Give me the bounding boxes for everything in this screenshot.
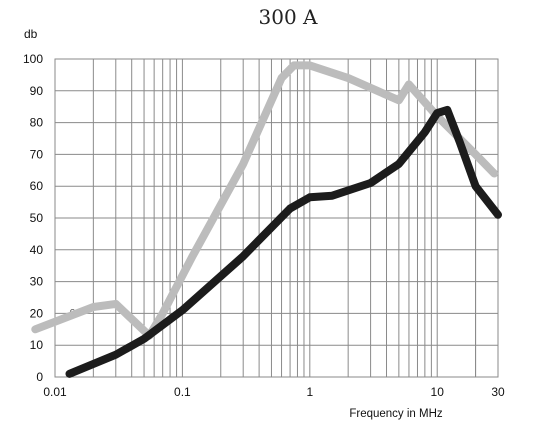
y-tick-labels: 0 10 20 30 40 50 60 70 80 90 100	[23, 52, 43, 384]
y-tick-label: 30	[30, 275, 44, 289]
x-tick-label: 10	[431, 385, 445, 399]
x-axis-label: Frequency in MHz	[349, 408, 443, 420]
chart-title: 300 A	[259, 5, 319, 29]
y-tick-label: 90	[30, 84, 44, 98]
x-tick-label: 0.01	[43, 385, 67, 399]
y-tick-label: 20	[30, 306, 44, 320]
series-line-2	[65, 105, 502, 378]
x-tick-label: 30	[491, 385, 505, 399]
x-tick-label: 1	[306, 385, 313, 399]
x-tick-labels: 0.01 0.1 1 10 30	[43, 385, 505, 399]
series-line-1	[31, 61, 499, 340]
y-tick-label: 80	[30, 116, 44, 130]
y-tick-label: 10	[30, 338, 44, 352]
y-tick-label: 50	[30, 211, 44, 225]
y-tick-label: 70	[30, 147, 44, 161]
x-tick-label: 0.1	[174, 385, 191, 399]
y-tick-label: 40	[30, 243, 44, 257]
y-tick-label: 60	[30, 179, 44, 193]
series-group	[31, 61, 502, 378]
y-tick-label: 100	[23, 52, 43, 66]
y-tick-label: 0	[36, 370, 43, 384]
y-axis-unit-label: db	[24, 27, 38, 41]
